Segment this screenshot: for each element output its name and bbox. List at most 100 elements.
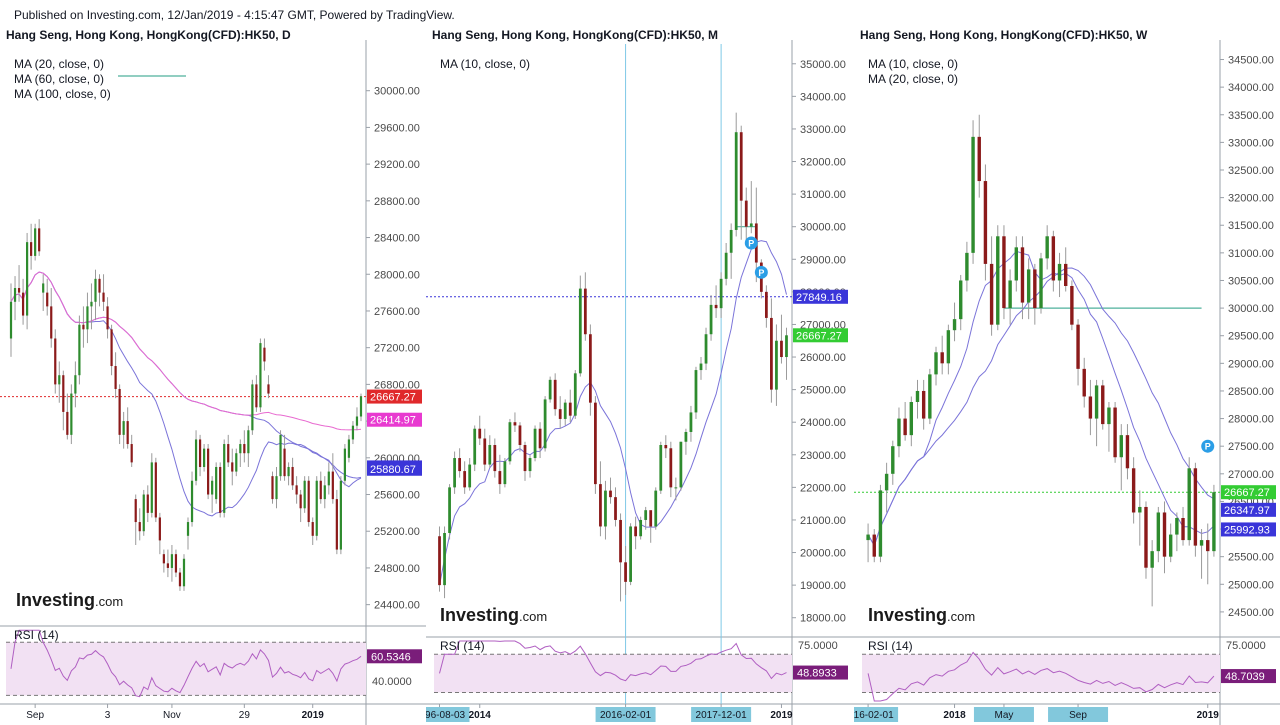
candle-body	[448, 487, 451, 533]
candle-body	[42, 283, 45, 293]
candle-body	[94, 278, 97, 302]
investing-logo-suffix: .com	[519, 609, 547, 624]
candle	[343, 444, 347, 486]
chart-svg: 24400.0024800.0025200.0025600.0026000.00…	[0, 40, 426, 725]
candle-body	[573, 373, 577, 416]
candle-body	[1144, 506, 1148, 568]
y-tick-label: 29000.00	[1228, 358, 1274, 370]
y-tick-label: 26000.00	[800, 352, 846, 364]
candle	[744, 187, 748, 247]
rsi-band	[434, 654, 792, 693]
y-tick-label: 31500.00	[1228, 220, 1274, 232]
candle	[194, 430, 198, 486]
candle-body	[1156, 512, 1161, 552]
candle-body	[897, 418, 901, 447]
candle	[1014, 236, 1018, 292]
candle	[644, 506, 648, 530]
candle	[1082, 357, 1086, 408]
candle	[609, 477, 612, 504]
candle	[331, 453, 334, 504]
candle	[162, 549, 165, 573]
candle	[359, 393, 363, 422]
candle-body	[473, 428, 477, 465]
candle-body	[271, 476, 274, 500]
candle-body	[25, 242, 29, 316]
y-tick-label: 24500.00	[1228, 607, 1274, 619]
candle-body	[1113, 407, 1117, 458]
candle-body	[609, 490, 612, 498]
candle-body	[134, 499, 137, 523]
candle	[259, 338, 262, 412]
candle-body	[724, 252, 728, 279]
candle-body	[523, 445, 527, 472]
candle-body	[186, 522, 190, 536]
rsi-value-text: 48.8933	[797, 668, 837, 680]
candle	[1057, 252, 1062, 298]
candle-body	[977, 136, 981, 182]
candle-body	[940, 352, 944, 364]
candle	[719, 272, 723, 318]
rsi-line	[439, 640, 787, 682]
candle-body	[315, 480, 318, 536]
candle-body	[9, 301, 13, 339]
candle-body	[211, 480, 214, 495]
price-label: 26667.27	[793, 328, 848, 343]
candle	[198, 434, 202, 477]
candles	[9, 219, 363, 591]
x-tick-highlight	[854, 707, 899, 722]
candle	[891, 440, 895, 485]
price-label: 25992.93	[1221, 522, 1276, 537]
candle	[884, 462, 889, 513]
y-tick-label: 21000.00	[800, 515, 846, 527]
price-label-text: 27849.16	[796, 292, 842, 304]
candle	[251, 379, 254, 435]
candle-body	[1193, 468, 1198, 546]
candle	[785, 327, 788, 380]
price-label-bg	[367, 389, 422, 404]
rsi-line	[10, 629, 362, 698]
candle-body	[934, 352, 938, 375]
candle-body	[114, 366, 117, 389]
y-tick-label: 34500.00	[1228, 55, 1274, 67]
y-tick-label: 25000.00	[800, 385, 846, 397]
x-tick-highlight	[973, 707, 1034, 722]
candle	[654, 487, 658, 530]
price-label-text: 25992.93	[1224, 524, 1270, 536]
candle	[478, 415, 482, 446]
candle	[347, 434, 351, 463]
candle-body	[174, 554, 178, 573]
candle-body	[513, 422, 517, 426]
candle-body	[106, 306, 109, 330]
candle-body	[118, 388, 121, 435]
candle-body	[126, 421, 129, 445]
y-tick-label: 22000.00	[800, 482, 846, 494]
candle-body	[54, 338, 57, 385]
candle	[46, 278, 49, 316]
candle-body	[1101, 385, 1105, 425]
rsi-line	[867, 651, 1215, 702]
candle-body	[46, 292, 49, 307]
candle-body	[1206, 540, 1210, 552]
y-tick-label: 28500.00	[1228, 386, 1274, 398]
candle	[158, 512, 161, 555]
candle-body	[996, 236, 1000, 325]
candle-body	[543, 399, 547, 449]
y-tick-label: 28800.00	[374, 196, 420, 208]
candle	[327, 462, 330, 495]
candle	[70, 384, 73, 445]
price-label: 26414.97	[367, 412, 422, 427]
candle-body	[619, 519, 622, 563]
candle-body	[1199, 540, 1204, 546]
price-label-text: 26667.27	[370, 392, 416, 404]
candle	[734, 112, 738, 237]
y-tick-label: 29000.00	[800, 254, 846, 266]
candle	[739, 125, 743, 240]
candle	[1193, 462, 1198, 557]
y-tick-label: 27000.00	[1228, 469, 1274, 481]
candle-body	[674, 487, 678, 489]
rsi-value-text: 60.5346	[371, 651, 411, 663]
price-label-bg	[1221, 485, 1276, 500]
candle	[275, 466, 278, 509]
candle-body	[739, 132, 743, 201]
